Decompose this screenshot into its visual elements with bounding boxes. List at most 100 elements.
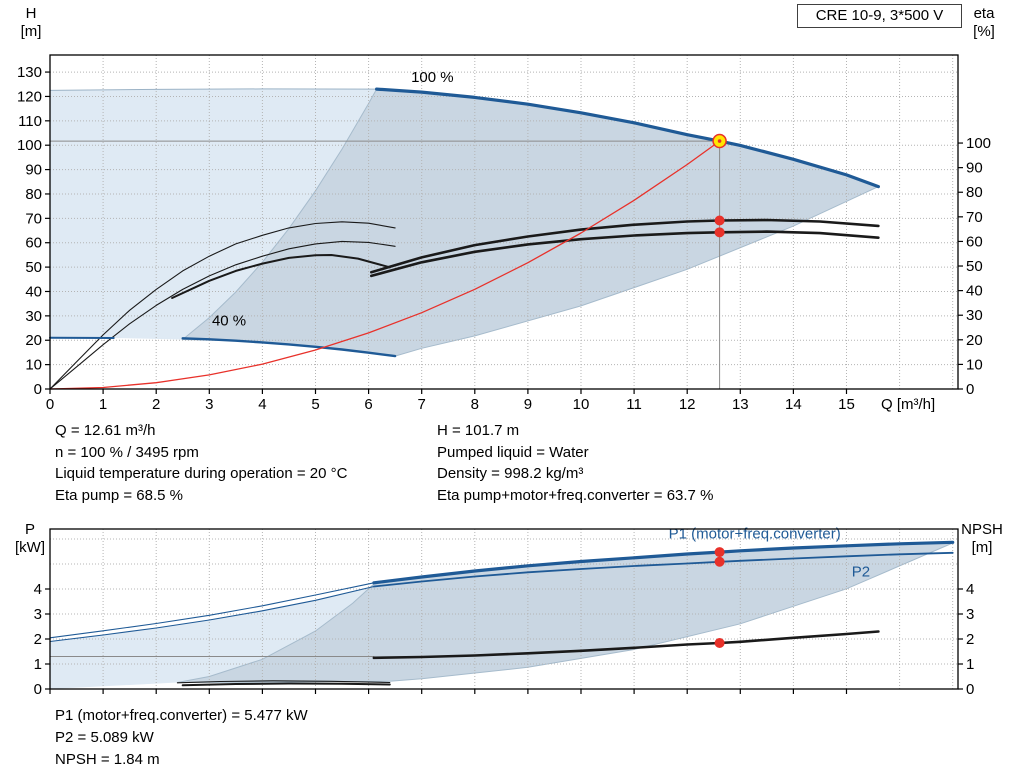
info-p1: P1 (motor+freq.converter) = 5.477 kW: [55, 707, 308, 724]
svg-text:2: 2: [34, 631, 42, 648]
power-envelope-light: [50, 586, 374, 689]
plot-border: [49, 54, 959, 390]
npsh-point: [714, 638, 725, 648]
right-axis-title: eta: [974, 5, 996, 22]
info-npsh: NPSH = 1.84 m: [55, 751, 160, 768]
svg-text:70: 70: [966, 209, 983, 226]
p2-curve-low-flow: [49, 585, 375, 643]
svg-text:80: 80: [966, 184, 983, 201]
envelope-top-edge: [49, 88, 378, 91]
svg-text:70: 70: [25, 210, 42, 227]
left-axis-title: P: [25, 521, 35, 538]
info-eta-total: Eta pump+motor+freq.converter = 63.7 %: [437, 486, 714, 504]
eta-curve-low-speed: [171, 254, 391, 299]
svg-text:30: 30: [25, 308, 42, 325]
gridlines: [50, 55, 958, 389]
plot-border: [49, 528, 959, 690]
svg-text:3: 3: [205, 396, 213, 413]
svg-text:15: 15: [838, 396, 855, 413]
label-p2: P2: [852, 564, 870, 581]
svg-text:12: 12: [679, 396, 696, 413]
qh-chart: 100 %40 %0102030405060708090100110120130…: [17, 5, 995, 413]
svg-text:1: 1: [966, 656, 974, 673]
eta-total-control-curve: [370, 230, 880, 278]
p1-curve-low-flow: [49, 582, 375, 639]
right-axis-title: [%]: [973, 23, 995, 40]
svg-text:7: 7: [418, 396, 426, 413]
pump-curve-100pct: [375, 87, 880, 189]
right-axis-title: [m]: [972, 539, 993, 556]
svg-text:90: 90: [25, 162, 42, 179]
pump-curve-40pct: [181, 337, 397, 358]
p1-point: [714, 547, 725, 558]
svg-text:30: 30: [966, 307, 983, 324]
svg-text:10: 10: [573, 396, 590, 413]
svg-text:6: 6: [364, 396, 372, 413]
operating-data-left: Q = 12.61 m³/h n = 100 % / 3495 rpm Liqu…: [55, 420, 347, 506]
svg-text:60: 60: [25, 235, 42, 252]
svg-text:120: 120: [17, 88, 42, 105]
svg-text:13: 13: [732, 396, 749, 413]
svg-text:4: 4: [966, 581, 974, 598]
eta-pump-point: [714, 215, 725, 226]
eta-pump-curve-full: [49, 221, 396, 390]
eta-total-curve-full: [49, 240, 396, 390]
label-p1: P1 (motor+freq.converter): [669, 526, 841, 543]
svg-text:3: 3: [34, 606, 42, 623]
p2-control-curve: [373, 551, 954, 588]
svg-text:50: 50: [25, 259, 42, 276]
svg-text:110: 110: [18, 113, 42, 130]
gridlines: [50, 529, 958, 689]
svg-text:60: 60: [966, 233, 983, 250]
svg-text:10: 10: [25, 357, 42, 374]
envelope-light: [50, 88, 377, 340]
info-pumped-liquid: Pumped liquid = Water: [437, 443, 589, 461]
label-40pct: 40 %: [212, 313, 246, 330]
npsh-curve-low-speed: [181, 682, 391, 687]
svg-text:4: 4: [34, 581, 42, 598]
svg-text:0: 0: [34, 681, 42, 698]
left-axis-title: [m]: [21, 23, 42, 40]
right-axis-title: NPSH: [961, 521, 1003, 538]
p2-point: [714, 556, 725, 567]
svg-text:20: 20: [25, 332, 42, 349]
svg-text:4: 4: [258, 396, 266, 413]
svg-text:2: 2: [966, 631, 974, 648]
svg-text:10: 10: [966, 356, 983, 373]
npsh-control-curve: [372, 630, 880, 660]
svg-text:50: 50: [966, 258, 983, 275]
x-axis-title: Q [m³/h]: [881, 396, 935, 413]
svg-text:5: 5: [311, 396, 319, 413]
svg-text:8: 8: [471, 396, 479, 413]
pump-type-label: CRE 10-9, 3*500 V: [797, 4, 962, 28]
info-eta-pump: Eta pump = 68.5 %: [55, 486, 183, 504]
label-100pct: 100 %: [411, 69, 454, 86]
power-npsh-chart: P1 (motor+freq.converter) P2 0 1 2 3 4 0 1 2 3 4 P[k…: [15, 521, 1003, 698]
npsh-curve-low-speed-thin: [176, 680, 391, 684]
svg-text:3: 3: [966, 606, 974, 623]
eta-pump-control-curve: [370, 218, 880, 274]
svg-text:0: 0: [34, 381, 42, 398]
svg-text:14: 14: [785, 396, 802, 413]
duty-point: [712, 133, 727, 149]
svg-text:0: 0: [46, 396, 54, 413]
operating-data-right: H = 101.7 m Pumped liquid = Water Densit…: [437, 420, 713, 506]
control-curve-red: [49, 140, 721, 390]
info-p2: P2 = 5.089 kW: [55, 729, 154, 746]
svg-text:0: 0: [966, 681, 974, 698]
svg-text:40: 40: [25, 283, 42, 300]
axis-ticks: 0102030405060708090100110120130010203040…: [17, 64, 991, 413]
info-density: Density = 998.2 kg/m³: [437, 465, 584, 483]
svg-text:40: 40: [966, 283, 983, 300]
svg-text:1: 1: [99, 396, 107, 413]
svg-text:0: 0: [966, 381, 974, 398]
info-head: H = 101.7 m: [437, 422, 520, 439]
svg-text:100: 100: [17, 137, 42, 154]
svg-text:2: 2: [152, 396, 160, 413]
svg-text:11: 11: [626, 396, 642, 413]
svg-text:1: 1: [34, 656, 42, 673]
svg-text:90: 90: [966, 160, 983, 177]
left-axis-title: [kW]: [15, 539, 45, 556]
